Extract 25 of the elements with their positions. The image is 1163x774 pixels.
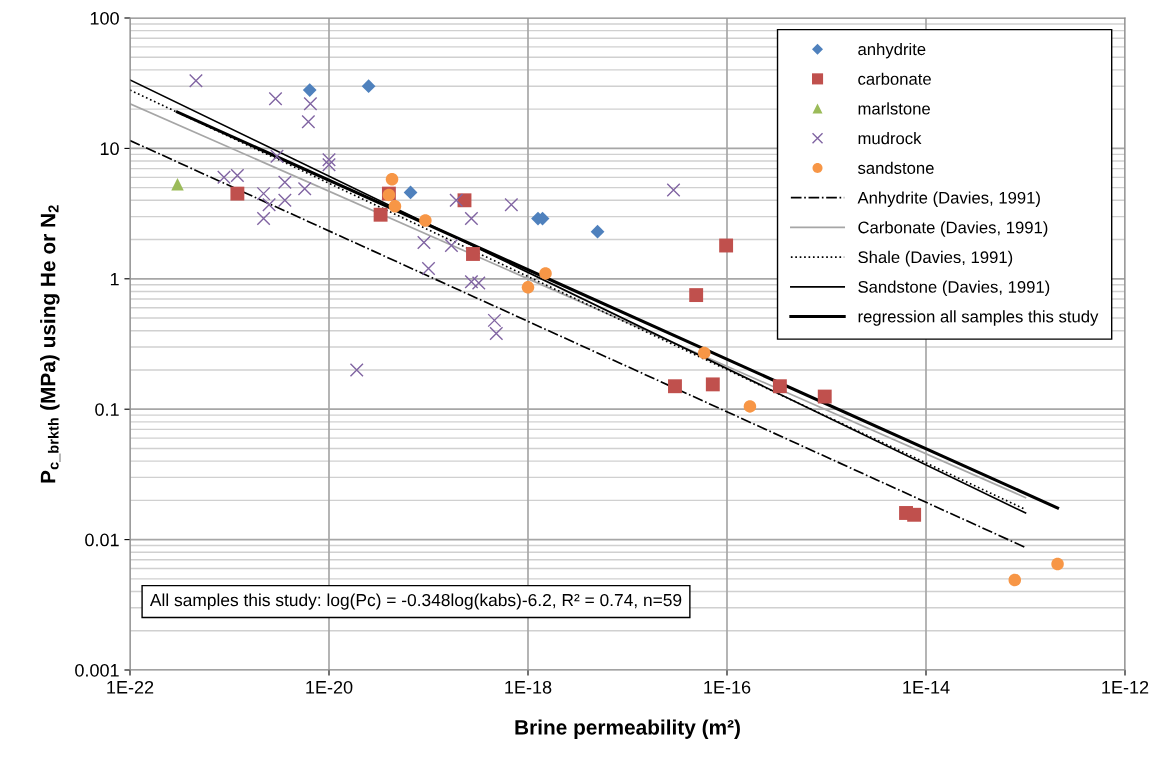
- x-tick-label: 1E-12: [1102, 680, 1149, 694]
- y-tick-label: 0.1: [95, 403, 119, 416]
- legend-label: Sandstone (Davies, 1991): [858, 280, 1050, 297]
- y-tick-label: 100: [90, 11, 119, 25]
- legend-label: Shale (Davies, 1991): [858, 250, 1013, 267]
- annotation: All samples this study: log(Pc) = -0.348log(kabs)-6.2, R² = 0.74, n=59: [149, 593, 682, 610]
- legend-label: marlstone: [858, 102, 930, 115]
- x-tick-label: 1E-22: [107, 680, 154, 694]
- y-axis-title: P$_{c_brkth}$ (MPa) using He or N$_{2}$: [40, 205, 61, 483]
- legend-label: mudrock: [858, 132, 922, 145]
- legend-label: Carbonate (Davies, 1991): [858, 221, 1048, 237]
- x-tick-label: 1E-18: [505, 680, 552, 694]
- legend-label: carbonate: [858, 72, 931, 85]
- legend-label: regression all samples this study: [858, 310, 1099, 326]
- legend-label: anhydrite: [858, 42, 926, 59]
- y-tick-label: 1: [110, 272, 119, 286]
- x-axis-title: Brine permeability (m²): [515, 719, 740, 739]
- y-tick-label: 0.001: [75, 663, 119, 677]
- y-tick-label: 0.01: [85, 533, 119, 547]
- x-tick-label: 1E-16: [704, 680, 751, 694]
- y-tick-label: 10: [100, 142, 119, 156]
- legend-label: Anhydrite (Davies, 1991): [857, 191, 1040, 207]
- x-tick-label: 1E-14: [903, 681, 950, 694]
- legend-label: sandstone: [857, 161, 934, 174]
- x-tick-label: 1E-20: [306, 680, 353, 694]
